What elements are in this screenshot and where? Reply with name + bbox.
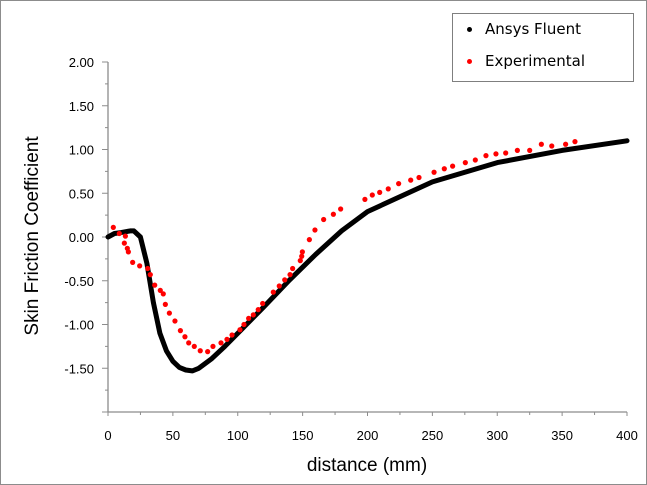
experimental-point	[116, 230, 122, 237]
axes: 0 50 100 150 200 250 300 350 400 2.00 1.50 1.00 0.50…	[64, 55, 637, 443]
experimental-point	[290, 265, 296, 272]
red-dot-icon	[467, 58, 472, 64]
y-axis-label: Skin Friction Coefficient	[22, 136, 43, 336]
experimental-point	[237, 327, 243, 333]
experimental-point	[276, 283, 282, 289]
experimental-point	[450, 163, 456, 169]
experimental-point	[538, 141, 544, 147]
experimental-point	[197, 348, 203, 354]
experimental-point	[287, 272, 293, 278]
experimental-point	[270, 289, 276, 295]
experimental-point	[145, 265, 151, 272]
x-tick-label: 300	[486, 428, 508, 443]
experimental-point	[385, 186, 391, 192]
experimental-point	[462, 160, 468, 166]
black-dot-icon	[467, 26, 472, 32]
x-axis-label: distance (mm)	[307, 455, 427, 476]
x-tick-label: 50	[166, 428, 180, 443]
experimental-point	[152, 282, 158, 288]
experimental-point	[177, 328, 184, 334]
experimental-point	[218, 340, 224, 346]
experimental-point	[255, 307, 261, 313]
experimental-point	[205, 349, 211, 355]
legend-label-experimental: Experimental	[485, 52, 586, 70]
experimental-point	[191, 343, 197, 349]
experimental-point	[229, 332, 235, 338]
y-tick-label: 1.00	[69, 143, 94, 158]
y-tick-label: 0.50	[69, 186, 94, 201]
y-tick-label: 0.00	[69, 230, 94, 245]
experimental-point	[241, 321, 247, 328]
experimental-point	[416, 174, 422, 181]
experimental-point	[527, 147, 533, 153]
experimental-point	[299, 249, 305, 255]
x-tick-label: 250	[422, 428, 444, 443]
fluent-series-line	[105, 138, 630, 374]
experimental-point	[137, 263, 143, 269]
x-tick-label: 100	[227, 428, 249, 443]
experimental-point	[441, 166, 447, 172]
experimental-point	[572, 139, 578, 145]
y-tick-label: -1.50	[64, 361, 94, 376]
experimental-point	[282, 277, 288, 283]
experimental-point	[377, 189, 383, 195]
experimental-point	[166, 310, 172, 316]
experimental-point	[172, 318, 178, 324]
experimental-point	[157, 287, 163, 293]
y-tick-label: 1.50	[69, 99, 94, 114]
experimental-point	[306, 237, 312, 243]
experimental-point	[182, 334, 188, 340]
experimental-point	[493, 151, 499, 157]
experimental-point	[563, 141, 569, 147]
experimental-point	[483, 153, 489, 159]
experimental-point	[299, 253, 305, 259]
experimental-point	[250, 312, 256, 318]
experimental-point	[312, 227, 318, 233]
legend-label-fluent: Ansys Fluent	[485, 20, 581, 38]
legend: Ansys Fluent Experimental	[452, 13, 634, 82]
x-tick-label: 0	[104, 428, 111, 443]
experimental-point	[210, 343, 216, 349]
experimental-point	[130, 259, 136, 265]
x-tick-label: 350	[551, 428, 573, 443]
experimental-point	[186, 340, 192, 346]
experimental-point	[396, 181, 402, 187]
experimental-point	[147, 272, 153, 278]
legend-item-fluent: Ansys Fluent	[467, 20, 581, 38]
experimental-point	[321, 216, 327, 223]
legend-item-experimental: Experimental	[467, 52, 585, 70]
plot-area	[105, 138, 630, 374]
experimental-point	[330, 211, 336, 217]
experimental-point	[246, 315, 252, 321]
y-tick-label: 2.00	[69, 55, 94, 70]
x-tick-label: 400	[616, 428, 638, 443]
y-tick-label: -1.00	[64, 318, 94, 333]
experimental-point	[260, 300, 266, 307]
experimental-point	[297, 258, 303, 264]
experimental-point	[369, 192, 375, 198]
y-tick-label: -0.50	[64, 274, 94, 289]
x-tick-label: 200	[357, 428, 379, 443]
experimental-point	[503, 150, 509, 156]
experimental-point	[472, 157, 478, 163]
experimental-point	[122, 233, 128, 239]
experimental-point	[362, 196, 368, 202]
experimental-point	[408, 177, 414, 183]
experimental-point	[549, 143, 555, 149]
experimental-point	[121, 240, 127, 246]
experimental-point	[125, 249, 131, 255]
experimental-point	[338, 206, 344, 212]
experimental-point	[431, 169, 437, 175]
experimental-point	[110, 224, 116, 230]
experimental-point	[514, 147, 520, 153]
experimental-point	[224, 336, 230, 342]
experimental-point	[160, 291, 166, 297]
experimental-point	[162, 301, 168, 307]
x-tick-label: 150	[292, 428, 314, 443]
